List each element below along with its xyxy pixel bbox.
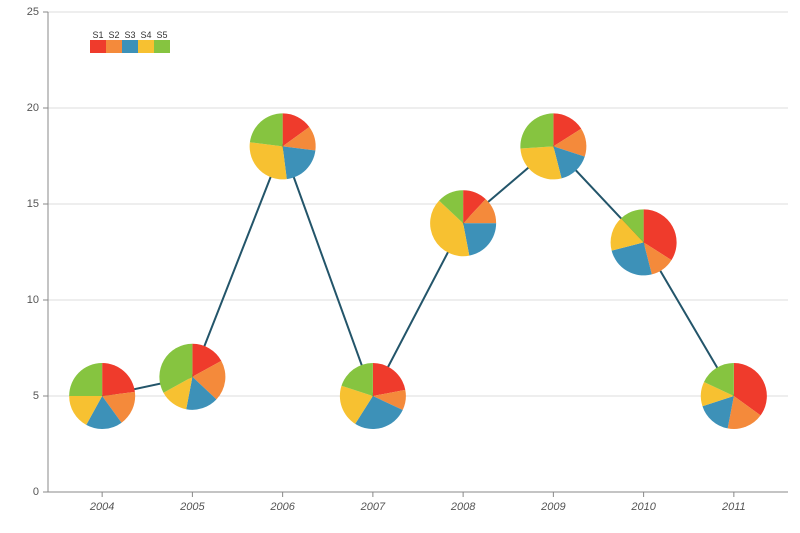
chart-svg xyxy=(0,0,800,528)
chart-container: 0 5 10 15 20 25 2004 2005 2006 2007 2008 2009 2010 2… xyxy=(0,0,800,528)
x-axis-tick-label: 2011 xyxy=(722,501,746,513)
legend-label: S3 xyxy=(122,30,138,40)
legend-label: S4 xyxy=(138,30,154,40)
x-axis-tick-label: 2007 xyxy=(361,501,385,513)
y-axis-tick-label: 25 xyxy=(0,6,39,18)
pie-marker xyxy=(340,363,406,429)
y-axis-tick-label: 15 xyxy=(0,198,39,210)
x-axis-tick-label: 2009 xyxy=(541,501,565,513)
x-axis-tick-label: 2004 xyxy=(90,501,114,513)
pie-marker xyxy=(250,113,316,179)
legend-swatch xyxy=(106,40,122,53)
legend-swatch xyxy=(154,40,170,53)
legend-label: S1 xyxy=(90,30,106,40)
legend-label: S2 xyxy=(106,30,122,40)
y-axis-tick-label: 10 xyxy=(0,294,39,306)
pie-marker xyxy=(430,190,496,256)
legend: S1S2S3S4S5 xyxy=(90,30,170,53)
pie-marker xyxy=(701,363,767,429)
legend-label: S5 xyxy=(154,30,170,40)
legend-swatch xyxy=(122,40,138,53)
pie-marker xyxy=(69,363,135,429)
y-axis-tick-label: 5 xyxy=(0,390,39,402)
pie-marker xyxy=(520,113,586,179)
x-axis-tick-label: 2005 xyxy=(180,501,204,513)
y-axis-tick-label: 0 xyxy=(0,486,39,498)
x-axis-tick-label: 2010 xyxy=(631,501,655,513)
x-axis-tick-label: 2006 xyxy=(270,501,294,513)
x-axis-tick-label: 2008 xyxy=(451,501,475,513)
legend-swatch xyxy=(90,40,106,53)
pie-marker xyxy=(611,209,677,275)
y-axis-tick-label: 20 xyxy=(0,102,39,114)
pie-marker xyxy=(159,344,225,410)
legend-swatch xyxy=(138,40,154,53)
